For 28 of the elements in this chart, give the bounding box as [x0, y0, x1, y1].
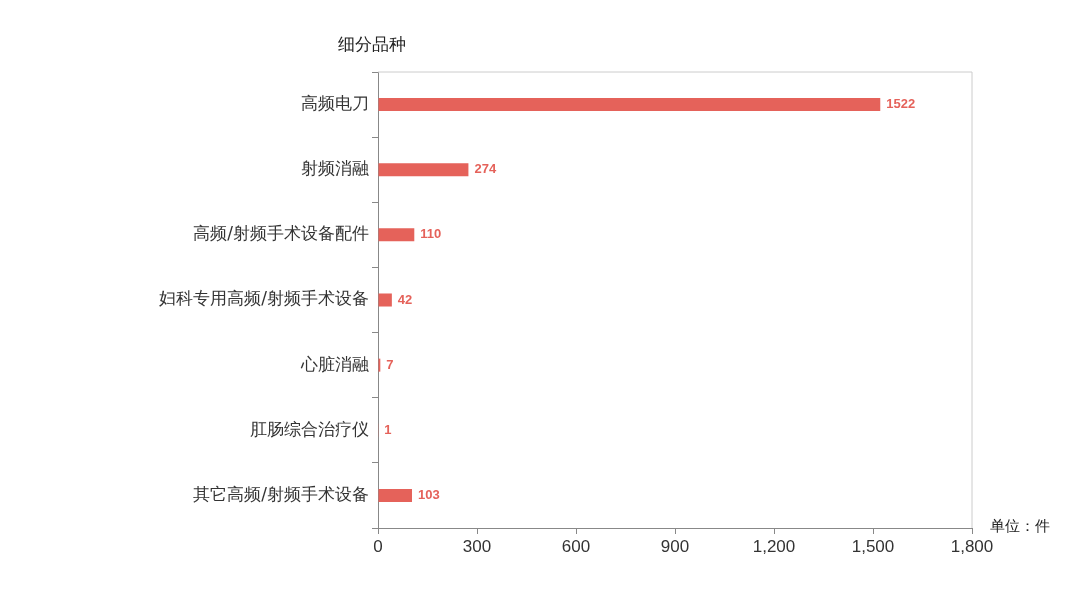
data-label: 42: [397, 291, 413, 307]
x-axis-title: 单位：件: [990, 517, 1050, 536]
x-tick-label: 0: [373, 536, 383, 556]
bar: [378, 98, 881, 112]
bar: [378, 488, 412, 502]
data-label: 1: [384, 421, 392, 437]
data-label: 7: [386, 356, 394, 372]
y-tick-label: 高频电刀: [301, 92, 369, 113]
bar: [378, 163, 469, 177]
data-label: 1522: [886, 96, 916, 112]
y-tick-label: 心脏消融: [300, 353, 369, 374]
x-tick-label: 300: [462, 536, 492, 556]
y-tick-label: 肛肠综合治疗仪: [250, 418, 369, 439]
data-label: 103: [417, 487, 440, 503]
x-tick-label: 1,500: [851, 536, 895, 556]
x-tick-label: 1,200: [752, 536, 796, 556]
bar: [378, 228, 415, 242]
x-tick-label: 600: [561, 536, 591, 556]
y-tick-label: 射频消融: [301, 158, 369, 179]
data-label: 110: [420, 226, 442, 242]
y-tick-label: 妇科专用高频/射频手术设备: [159, 288, 369, 309]
data-label: 274: [474, 161, 497, 177]
y-tick-label: 其它高频/射频手术设备: [193, 483, 369, 504]
bar: [378, 293, 392, 307]
y-axis-title: 细分品种: [338, 33, 406, 56]
x-tick-label: 1,800: [950, 536, 994, 556]
y-tick-label: 高频/射频手术设备配件: [193, 223, 369, 244]
x-tick-label: 900: [660, 536, 690, 556]
